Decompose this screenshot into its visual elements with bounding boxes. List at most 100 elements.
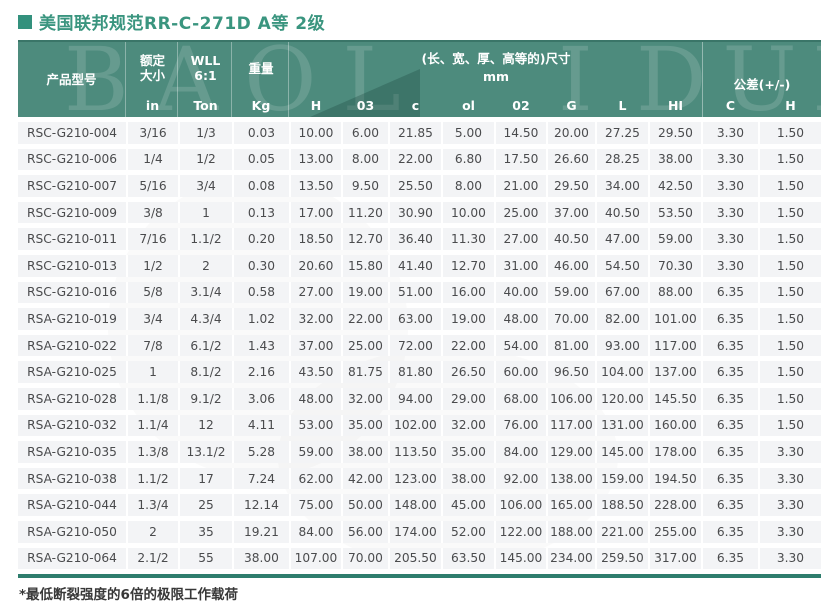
cell: 28.25: [597, 148, 648, 171]
table-row: RSA-G210-028 1.1/8 9.1/2 3.06 48.00 32.00 94.0…: [18, 387, 821, 410]
cell: 72.00: [390, 334, 441, 357]
cell: 29.00: [443, 387, 494, 410]
cell: 1.1/8: [128, 387, 178, 410]
table-row: RSA-G210-022 7/8 6.1/2 1.43 37.00 25.00 72.00 2…: [18, 334, 821, 357]
cell: 10.00: [291, 122, 341, 144]
cell: 41.40: [390, 254, 441, 277]
cell: 12: [180, 414, 232, 437]
cell: 25: [180, 494, 232, 516]
cell: 96.50: [548, 361, 595, 383]
cell: 25.00: [496, 201, 546, 224]
cell: 29.50: [650, 122, 701, 144]
cell: 81.80: [390, 361, 441, 383]
cell: 2: [128, 520, 178, 543]
cell: 6.35: [703, 547, 758, 570]
cell: 40.50: [597, 201, 648, 224]
cell: 1/3: [180, 122, 232, 144]
table-bottom-accent-bar: [18, 574, 821, 579]
cell: 14.50: [496, 122, 546, 144]
cell: 1.50: [760, 361, 821, 383]
cell: 35.00: [343, 414, 388, 437]
cell: RSA-G210-035: [18, 441, 126, 463]
cell: 205.50: [390, 547, 441, 570]
col-header-ol: ol: [462, 98, 475, 113]
section-marker-icon: [18, 14, 32, 29]
cell: 5/16: [128, 175, 178, 197]
cell: RSA-G210-050: [18, 520, 126, 543]
cell: 13.00: [291, 148, 341, 171]
cell: 38.00: [343, 441, 388, 463]
col-header-tol-H: H: [785, 98, 796, 113]
cell: 160.00: [650, 414, 701, 437]
cell: RSC-G210-006: [18, 148, 126, 171]
cell: 38.00: [443, 467, 494, 490]
cell: 165.00: [548, 494, 595, 516]
cell: 6.35: [703, 441, 758, 463]
unit-mm: mm: [482, 69, 510, 84]
cell: 3.30: [760, 441, 821, 463]
cell: 38.00: [234, 547, 289, 570]
cell: 18.50: [291, 228, 341, 250]
cell: 7/8: [128, 334, 178, 357]
table-header: BAOL I DUN 产品型号 额定 大小 in WLL 6:1 Ton: [18, 40, 821, 117]
cell: RSA-G210-044: [18, 494, 126, 516]
cell: 34.00: [597, 175, 648, 197]
cell: 22.00: [443, 334, 494, 357]
cell: 55: [180, 547, 232, 570]
cell: 32.00: [291, 308, 341, 330]
cell: 9.1/2: [180, 387, 232, 410]
cell: 21.85: [390, 122, 441, 144]
cell: 27.25: [597, 122, 648, 144]
cell: 174.00: [390, 520, 441, 543]
cell: 84.00: [291, 520, 341, 543]
col-header-dimensions: (长、宽、厚、高等的)尺寸 mm: [421, 51, 571, 84]
cell: 3/4: [128, 308, 178, 330]
cell: 67.00: [597, 281, 648, 304]
cell: 1.50: [760, 414, 821, 437]
cell: 29.50: [548, 175, 595, 197]
cell: 1.50: [760, 281, 821, 304]
cell: 5.28: [234, 441, 289, 463]
cell: 26.60: [548, 148, 595, 171]
cell: 3.30: [703, 201, 758, 224]
cell: 0.13: [234, 201, 289, 224]
cell: 51.00: [390, 281, 441, 304]
table-row: RSC-G210-011 7/16 1.1/2 0.20 18.50 12.70 36.40…: [18, 228, 821, 250]
table-row: RSA-G210-044 1.3/4 25 12.14 75.00 50.00 148.00…: [18, 494, 821, 516]
cell: 7.24: [234, 467, 289, 490]
cell: 159.00: [597, 467, 648, 490]
cell: RSC-G210-011: [18, 228, 126, 250]
cell: 17.50: [496, 148, 546, 171]
cell: 102.00: [390, 414, 441, 437]
col-header-weight: 重量 Kg: [234, 42, 289, 117]
cell: 1.50: [760, 254, 821, 277]
cell: 81.00: [548, 334, 595, 357]
cell: 12.70: [343, 228, 388, 250]
cell: 6.80: [443, 148, 494, 171]
cell: 32.00: [443, 414, 494, 437]
cell: 93.00: [597, 334, 648, 357]
table-row: RSA-G210-064 2.1/2 55 38.00 107.00 70.00 205.5…: [18, 547, 821, 570]
table-row: RSA-G210-050 2 35 19.21 84.00 56.00 174.00 52.0…: [18, 520, 821, 543]
cell: 54.50: [597, 254, 648, 277]
cell: 59.00: [291, 441, 341, 463]
cell: 12.14: [234, 494, 289, 516]
cell: 6.35: [703, 494, 758, 516]
cell: 6.35: [703, 414, 758, 437]
cell: 1/2: [128, 254, 178, 277]
cell: 42.50: [650, 175, 701, 197]
cell: 42.00: [343, 467, 388, 490]
cell: 8.00: [443, 175, 494, 197]
cell: 0.30: [234, 254, 289, 277]
cell: 1.1/2: [180, 228, 232, 250]
page-title-bar: 美国联邦规范RR-C-271D A等 2级: [18, 9, 325, 34]
cell: 22.00: [343, 308, 388, 330]
cell: 3.1/4: [180, 281, 232, 304]
cell: RSA-G210-032: [18, 414, 126, 437]
cell: RSA-G210-019: [18, 308, 126, 330]
cell: 20.00: [548, 122, 595, 144]
cell: 1.50: [760, 228, 821, 250]
cell: 48.00: [291, 387, 341, 410]
col-header-wll: WLL 6:1 Ton: [180, 42, 232, 117]
cell: RSC-G210-016: [18, 281, 126, 304]
